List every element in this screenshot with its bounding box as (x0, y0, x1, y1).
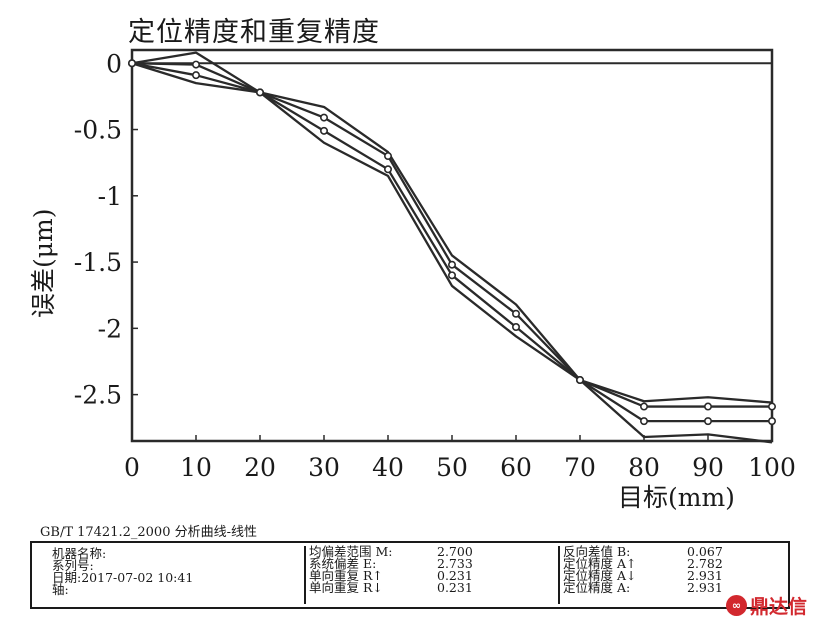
plot-frame (130, 48, 774, 443)
data-point (383, 152, 392, 161)
data-point (703, 417, 712, 426)
x-tick-label: 100 (748, 453, 796, 482)
x-tick-label: 30 (308, 453, 340, 482)
mean-range-label: 均偏差范围 M: (309, 544, 393, 559)
reverse-label: 反向差值 B: (563, 544, 631, 559)
y-tick-label: -0.5 (74, 116, 122, 145)
machine-name-label: 机器名称: (52, 546, 107, 561)
data-point (447, 260, 456, 269)
series-line-4 (131, 62, 772, 423)
y-tick-label: -1 (98, 182, 122, 211)
data-point (128, 59, 137, 68)
x-tick-label: 50 (436, 453, 468, 482)
system-dev-value: 2.733 (437, 556, 473, 571)
y-tick-label: -2 (98, 314, 122, 343)
y-tick-label: 0 (106, 49, 122, 78)
chart-title: 定位精度和重复精度 (128, 17, 380, 48)
machine-info-column: 机器名称: 系列号: 日期:2017-07-02 10:41 轴: (52, 546, 194, 604)
repeat-down-row: 单向重复 R↓ 0.231 (309, 580, 554, 595)
data-point (192, 60, 201, 69)
data-point (192, 71, 201, 80)
report-table: 机器名称: 系列号: 日期:2017-07-02 10:41 轴: 均偏差范围 … (30, 541, 790, 609)
pos-up-value: 2.782 (687, 556, 723, 571)
x-axis-label: 目标(mm) (618, 483, 735, 512)
data-point (767, 402, 776, 411)
data-point (319, 113, 328, 122)
x-tick-label: 20 (244, 453, 276, 482)
pos-up-label: 定位精度 A↑ (563, 556, 637, 571)
accuracy-column: 反向差值 B: 0.067 定位精度 A↑ 2.782 定位精度 A↓ 2.931 定… (558, 544, 790, 604)
reverse-value: 0.067 (687, 544, 723, 559)
mean-range-value: 2.700 (437, 544, 473, 559)
y-tick-label: -1.5 (74, 248, 122, 277)
series-line-1 (131, 51, 773, 404)
x-tick-label: 80 (628, 453, 660, 482)
data-point (703, 402, 712, 411)
brand-watermark: ∞ 鼎达信 (726, 592, 807, 619)
deviation-column: 均偏差范围 M: 2.700 系统偏差 E: 2.733 单向重复 R↑ 0.231 … (304, 544, 554, 604)
pos-row: 定位精度 A: 2.931 (563, 580, 790, 595)
data-point (447, 271, 456, 280)
y-axis-label: 误差(μm) (29, 208, 58, 318)
x-tick-label: 60 (500, 453, 532, 482)
chart-plot: 0 10 20 30 40 50 60 70 80 90 100 0 -0.5 -1 -1.5 -2 -2.5 (74, 48, 796, 482)
pos-up-row: 定位精度 A↑ 2.782 (563, 556, 790, 571)
reverse-row: 反向差值 B: 0.067 (563, 544, 790, 559)
brand-text: 鼎达信 (750, 596, 808, 618)
data-point (255, 88, 264, 97)
serial-label: 系列号: (52, 558, 94, 573)
x-tick-label: 10 (180, 453, 212, 482)
y-tick-label: -2.5 (74, 381, 122, 410)
date-label: 日期:2017-07-02 10:41 (52, 570, 194, 585)
pos-down-value: 2.931 (687, 568, 723, 583)
x-tick-label: 70 (564, 453, 596, 482)
x-tick-label: 0 (124, 453, 140, 482)
pos-down-row: 定位精度 A↓ 2.931 (563, 568, 790, 583)
standard-caption: GB/T 17421.2_2000 分析曲线-线性 (40, 525, 257, 540)
pos-down-label: 定位精度 A↓ (563, 568, 637, 583)
repeat-down-label: 单向重复 R↓ (309, 580, 383, 595)
system-dev-label: 系统偏差 E: (309, 556, 377, 571)
repeat-up-row: 单向重复 R↑ 0.231 (309, 568, 554, 583)
system-dev-row: 系统偏差 E: 2.733 (309, 556, 554, 571)
repeat-up-value: 0.231 (437, 568, 473, 583)
data-point (767, 417, 776, 426)
x-tick-label: 40 (372, 453, 404, 482)
mean-range-row: 均偏差范围 M: 2.700 (309, 544, 554, 559)
pos-label: 定位精度 A: (563, 580, 631, 595)
axis-label: 轴: (52, 582, 69, 597)
data-point (639, 402, 648, 411)
data-point (575, 376, 584, 385)
data-point (511, 309, 520, 318)
repeat-down-value: 0.231 (437, 580, 473, 595)
data-point (511, 323, 520, 332)
series-line-2 (131, 62, 773, 444)
repeat-up-label: 单向重复 R↑ (309, 568, 383, 583)
data-point (319, 126, 328, 135)
data-point (639, 417, 648, 426)
x-tick-label: 90 (692, 453, 724, 482)
data-point (383, 165, 392, 174)
logo-circle-icon: ∞ (726, 595, 747, 616)
pos-value: 2.931 (687, 580, 723, 595)
series-line-3 (131, 62, 772, 408)
